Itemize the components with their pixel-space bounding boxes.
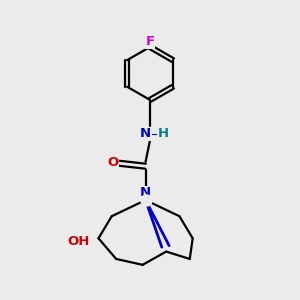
Text: F: F [146,35,154,48]
Text: N: N [140,186,151,199]
Text: O: O [107,156,118,169]
Text: OH: OH [67,235,90,248]
Text: N: N [140,127,151,140]
Text: H: H [158,127,169,140]
Text: N: N [140,186,151,199]
